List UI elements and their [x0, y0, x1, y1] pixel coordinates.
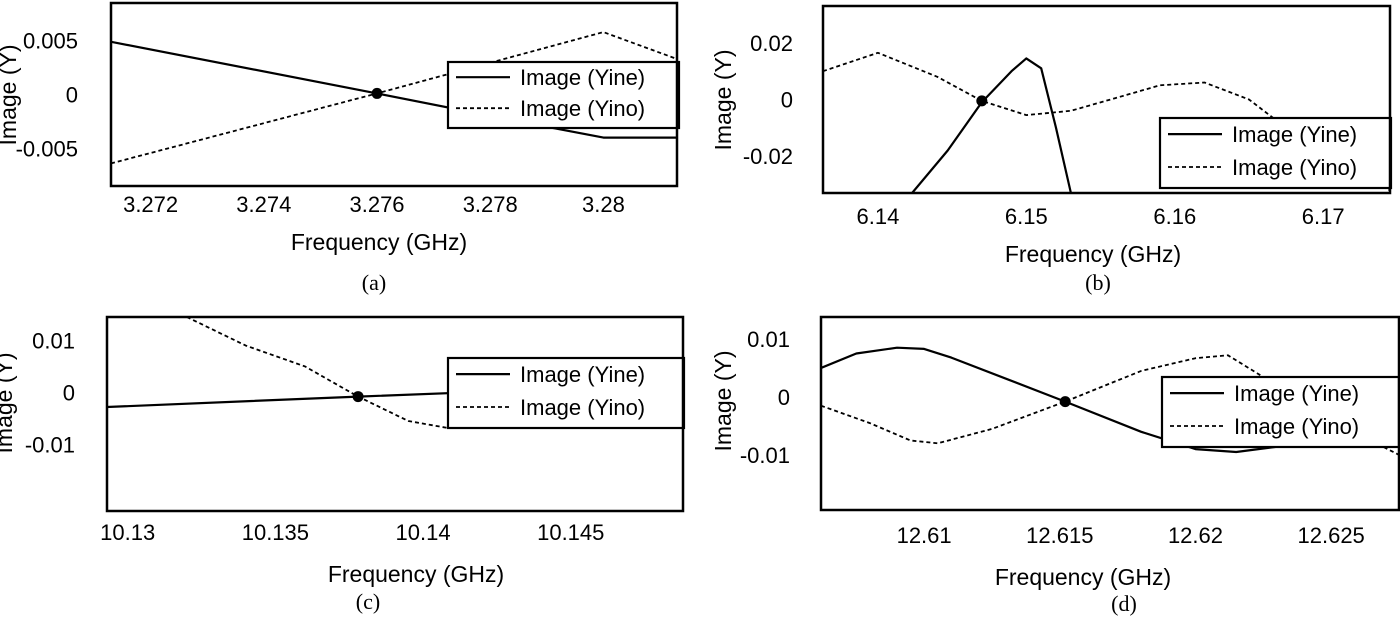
x-tick-label-a-3: 3.278: [463, 192, 518, 217]
intersection-point-a: [371, 87, 383, 99]
y-tick-label-d-1: 0: [778, 385, 790, 410]
x-axis-title-b: Frequency (GHz): [1005, 241, 1181, 267]
legend-label-d-1: Image (Yino): [1234, 414, 1359, 439]
series-line-c-yino: [186, 317, 683, 429]
y-tick-label-c-0: 0.01: [32, 328, 75, 353]
legend-label-b-1: Image (Yino): [1232, 155, 1357, 180]
panel-caption-a: (a): [362, 270, 386, 295]
x-tick-label-a-2: 3.276: [349, 192, 404, 217]
x-tick-label-d-2: 12.62: [1168, 523, 1223, 548]
y-tick-label-d-0: 0.01: [747, 327, 790, 352]
legend-label-c-1: Image (Yino): [520, 395, 645, 420]
panel-d: Image (Yine) Image (Yino) 12.61 12.615 12.62…: [710, 315, 1400, 616]
panel-caption-c: (c): [356, 589, 380, 614]
x-axis-title-c: Frequency (GHz): [328, 561, 504, 587]
y-tick-label-b-1: 0: [781, 88, 793, 113]
y-tick-label-c-2: -0.01: [25, 432, 75, 457]
legend-label-b-0: Image (Yine): [1232, 122, 1357, 147]
y-tick-label-c-1: 0: [63, 380, 75, 405]
x-tick-label-a-0: 3.272: [123, 192, 178, 217]
y-tick-label-b-0: 0.02: [750, 31, 793, 56]
legend-box-d: [1160, 375, 1400, 449]
intersection-point-c: [352, 391, 364, 403]
x-tick-label-c-3: 10.145: [537, 520, 604, 545]
x-tick-label-d-0: 12.61: [897, 523, 952, 548]
x-tick-label-b-0: 6.14: [857, 204, 900, 229]
y-axis-title-d: Image (Y): [710, 351, 736, 452]
plot-frame-d: [819, 315, 1400, 512]
panel-a: Image (Yine) Image (Yino) 3.272 3.274 3.276 3…: [0, 1, 681, 295]
x-tick-label-b-1: 6.15: [1005, 204, 1048, 229]
x-tick-label-d-3: 12.625: [1298, 523, 1365, 548]
y-axis-title-c: Image (Y): [0, 353, 17, 454]
x-tick-label-b-2: 6.16: [1153, 204, 1196, 229]
x-tick-label-a-1: 3.274: [236, 192, 291, 217]
plot-frame-a: [109, 1, 679, 188]
x-tick-label-c-0: 10.13: [100, 520, 155, 545]
panel-caption-b: (b): [1085, 270, 1111, 295]
x-tick-label-d-1: 12.615: [1026, 523, 1093, 548]
y-tick-label-a-1: 0: [66, 83, 78, 108]
legend-label-d-0: Image (Yine): [1234, 381, 1359, 406]
x-tick-label-c-1: 10.135: [242, 520, 309, 545]
legend-label-a-0: Image (Yine): [520, 65, 645, 90]
panel-b: Image (Yine) Image (Yino) 6.14 6.15 6.16 6.17…: [710, 4, 1393, 295]
x-tick-label-a-4: 3.28: [582, 192, 625, 217]
legend-label-a-1: Image (Yino): [520, 96, 645, 121]
panel-c: Image (Yine) Image (Yino) 10.13 10.135 10.14…: [0, 315, 686, 614]
legend-box-c: [446, 356, 686, 430]
y-axis-title-b: Image (Y): [710, 50, 736, 151]
intersection-point-d: [1059, 396, 1071, 408]
x-tick-label-c-2: 10.14: [396, 520, 451, 545]
legend-box-a: [446, 60, 681, 130]
y-tick-label-d-2: -0.01: [740, 443, 790, 468]
plot-frame-b: [821, 4, 1392, 195]
x-axis-title-a: Frequency (GHz): [291, 229, 467, 255]
x-tick-label-b-3: 6.17: [1302, 204, 1345, 229]
y-axis-title-a: Image (Y): [0, 45, 21, 146]
panel-caption-d: (d): [1111, 591, 1137, 616]
y-tick-label-a-2: -0.005: [16, 136, 78, 161]
legend-label-c-0: Image (Yine): [520, 362, 645, 387]
plot-frame-c: [105, 315, 685, 513]
y-tick-label-b-2: -0.02: [743, 144, 793, 169]
series-line-b-yine: [911, 57, 1072, 193]
y-tick-label-a-0: 0.005: [23, 29, 78, 54]
x-axis-title-d: Frequency (GHz): [995, 564, 1171, 590]
intersection-point-b: [976, 95, 988, 107]
